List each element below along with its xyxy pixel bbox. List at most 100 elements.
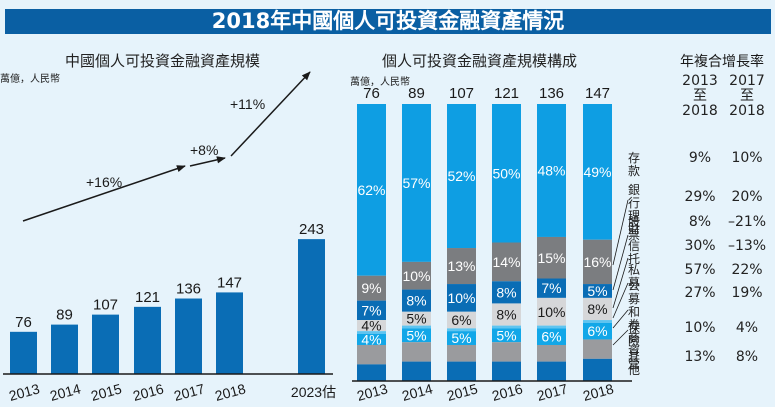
x-tick-label: 2013: [7, 380, 41, 404]
segment-label: 57%: [402, 175, 430, 191]
bar-2016: [134, 306, 161, 374]
segment-公募和券商資管-2015: [447, 331, 476, 345]
cagr-row-label: 其他: [628, 351, 640, 377]
bar-value-label: 243: [299, 221, 324, 238]
cagr-value: 9%: [688, 150, 712, 166]
cagr-value: 27%: [684, 285, 716, 301]
segment-label: 8%: [406, 293, 426, 309]
segment-label: 10%: [537, 304, 565, 320]
x-tick-label: 2023估: [291, 384, 336, 400]
row-label-line: 其他: [628, 350, 641, 377]
leader-line: [612, 309, 629, 329]
column-header-line: 2017: [729, 73, 765, 89]
growth-arrow-2013-2017: [22, 165, 186, 222]
growth-label: +11%: [230, 96, 265, 112]
cagr-row-label: 股票: [628, 216, 640, 242]
leader-line: [612, 257, 629, 309]
cagr-row-label: 公募和 券商資管: [628, 280, 640, 371]
segment-私募-2015: [447, 328, 476, 332]
stack-total-label: 76: [363, 85, 380, 102]
segment-label: 5%: [587, 283, 607, 299]
segment-label: 10%: [402, 268, 430, 284]
x-tick-label: 2018: [213, 380, 247, 404]
segment-label: 50%: [492, 165, 520, 181]
cagr-value: –13%: [727, 238, 767, 254]
segment-銀行理財-2017: [537, 236, 566, 279]
growth-label: +16%: [86, 174, 122, 190]
segment-存款-2013: [357, 104, 386, 276]
segment-其他-2016: [492, 361, 521, 381]
cagr-value: 57%: [684, 262, 716, 278]
bar-2015: [92, 314, 119, 374]
segment-私募-2016: [492, 325, 521, 329]
segment-label: 52%: [447, 168, 475, 184]
segment-label: 7%: [361, 302, 381, 318]
segment-label: 8%: [496, 284, 516, 300]
segment-保險-2015: [447, 344, 476, 362]
bar-2018: [216, 292, 243, 374]
segment-label: 5%: [451, 330, 471, 346]
segment-label: 15%: [537, 250, 565, 266]
segment-存款-2014: [402, 104, 431, 262]
growth-arrow-2018-2023: [230, 71, 311, 157]
segment-公募和券商資管-2017: [537, 328, 566, 345]
leader-line: [612, 329, 629, 346]
segment-信託-2015: [447, 311, 476, 329]
segment-公募和券商資管-2013: [357, 333, 386, 345]
cagr-value: 13%: [684, 349, 716, 365]
segment-label: 13%: [447, 258, 475, 274]
cagr-value: 8%: [688, 214, 712, 230]
segment-label: 10%: [447, 290, 475, 306]
segment-label: 48%: [537, 163, 565, 179]
bar-value-label: 147: [217, 274, 242, 291]
growth-label: +8%: [190, 142, 218, 158]
row-label-line: 存款: [628, 151, 641, 178]
segment-label: 8%: [496, 307, 516, 323]
segment-其他-2017: [537, 361, 566, 381]
x-tick-label: 2016: [131, 380, 165, 404]
segment-公募和券商資管-2018: [583, 322, 612, 340]
segment-存款-2016: [492, 104, 521, 243]
row-label-line: 公募和: [628, 279, 641, 319]
growth-arrow-2017-2018: [189, 156, 226, 167]
segment-label: 6%: [587, 323, 607, 339]
segment-label: 14%: [492, 254, 520, 270]
x-tick-label: 2015: [445, 380, 479, 404]
segment-label: 8%: [587, 301, 607, 317]
segment-保險-2013: [357, 344, 386, 365]
segment-其他-2014: [402, 361, 431, 381]
segment-信託-2018: [583, 297, 612, 321]
left-chart-unit: 萬億，人民幣: [0, 74, 60, 85]
leader-line: [612, 234, 629, 291]
x-tick-label: 2017: [535, 380, 569, 404]
segment-股票-2013: [357, 300, 386, 321]
middle-chart-unit: 萬億，人民幣: [350, 77, 410, 88]
segment-存款-2018: [583, 104, 612, 240]
x-tick-label: 2014: [400, 380, 434, 404]
segment-股票-2016: [492, 281, 521, 304]
segment-私募-2017: [537, 325, 566, 329]
segment-私募-2014: [402, 325, 431, 329]
segment-label: 16%: [583, 254, 611, 270]
bar-2014: [51, 324, 78, 374]
cagr-value: 8%: [735, 349, 759, 365]
segment-私募-2018: [583, 320, 612, 323]
bar-2017: [175, 298, 202, 374]
cagr-value: 30%: [684, 238, 716, 254]
segment-label: 7%: [541, 280, 561, 296]
cagr-value: 4%: [735, 320, 759, 336]
stack-total-label: 136: [539, 85, 564, 102]
column-header-line: 2013: [682, 73, 718, 89]
segment-股票-2015: [447, 284, 476, 312]
segment-公募和券商資管-2014: [402, 328, 431, 343]
segment-label: 9%: [361, 280, 381, 296]
row-label-line: 保險: [628, 321, 641, 348]
cagr-value: –21%: [727, 214, 767, 230]
leader-line: [612, 199, 629, 266]
segment-label: 5%: [406, 311, 426, 327]
segment-存款-2017: [537, 104, 566, 237]
segment-信託-2017: [537, 297, 566, 326]
left-chart-title: 中國個人可投資金融資產規模: [65, 52, 261, 70]
cagr-value: 29%: [684, 189, 716, 205]
